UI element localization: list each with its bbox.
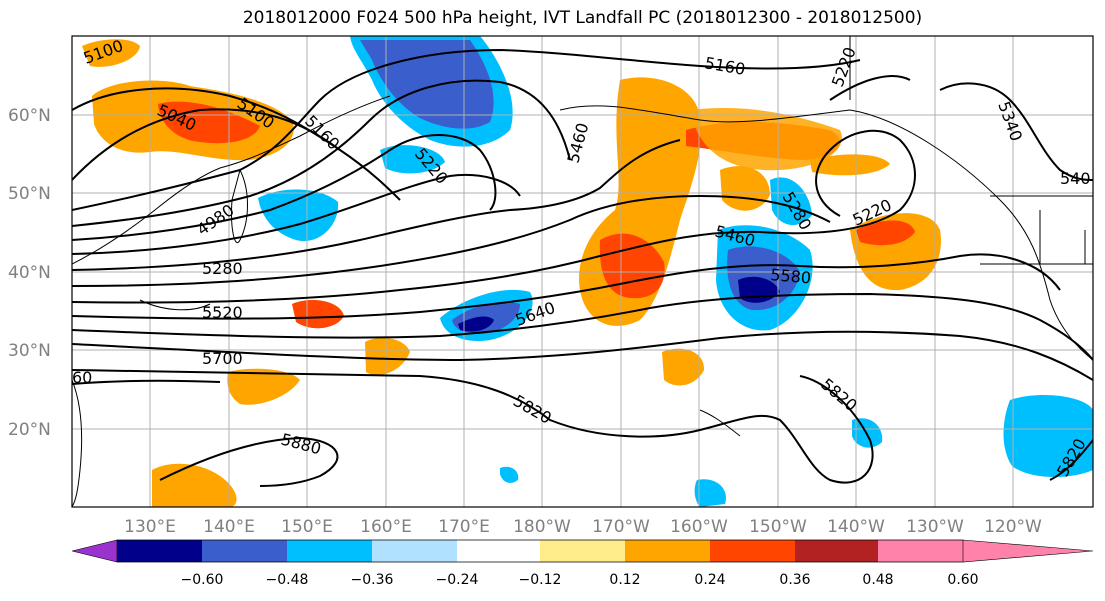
lat-label: 50°N bbox=[8, 184, 51, 204]
colorbar-tick-label: 0.48 bbox=[862, 572, 893, 588]
negative-anomaly-region bbox=[1003, 395, 1093, 478]
latitude-labels: 60°N 50°N 40°N 30°N 20°N bbox=[8, 106, 51, 440]
map-title: 2018012000 F024 500 hPa height, IVT Land… bbox=[242, 8, 923, 28]
colorbar-segment bbox=[287, 540, 372, 562]
lon-label: 130°W bbox=[906, 517, 964, 537]
negative-anomaly-region bbox=[458, 316, 494, 332]
colorbar-segment bbox=[117, 540, 202, 562]
longitude-labels: 130°E 140°E 150°E 160°E 170°E 180°W 170°… bbox=[124, 517, 1042, 537]
lon-label: 160°W bbox=[670, 517, 728, 537]
negative-anomaly-region bbox=[770, 177, 812, 226]
colorbar-tick-label: −0.60 bbox=[181, 572, 224, 588]
positive-anomaly-region bbox=[292, 300, 344, 329]
colorbar-segment bbox=[795, 540, 878, 562]
negative-anomaly-region bbox=[258, 189, 339, 242]
positive-anomaly-region bbox=[599, 233, 665, 299]
lon-label: 180°W bbox=[513, 517, 571, 537]
colorbar: −0.60 −0.48 −0.36 −0.24 −0.12 0.12 0.24 … bbox=[71, 539, 1094, 588]
colorbar-segment bbox=[372, 540, 457, 562]
colorbar-tick-label: −0.12 bbox=[519, 572, 562, 588]
colorbar-extend-high bbox=[962, 539, 1094, 563]
contour-label: 5580 bbox=[770, 265, 812, 287]
colorbar-segment bbox=[625, 540, 710, 562]
positive-anomaly-region bbox=[82, 39, 140, 67]
lon-label: 170°W bbox=[592, 517, 650, 537]
colorbar-segment bbox=[710, 540, 795, 562]
lat-label: 30°N bbox=[8, 341, 51, 361]
lon-label: 140°E bbox=[203, 517, 255, 537]
lat-label: 40°N bbox=[8, 263, 51, 283]
colorbar-segment bbox=[878, 540, 963, 562]
negative-anomaly-region bbox=[500, 466, 519, 483]
lon-label: 150°E bbox=[281, 517, 333, 537]
positive-anomaly-region bbox=[158, 101, 260, 144]
colorbar-tick-labels: −0.60 −0.48 −0.36 −0.24 −0.12 0.12 0.24 … bbox=[181, 572, 979, 588]
colorbar-segment bbox=[202, 540, 287, 562]
colorbar-tick-label: 0.60 bbox=[947, 572, 978, 588]
lon-label: 140°W bbox=[827, 517, 885, 537]
lon-label: 150°W bbox=[749, 517, 807, 537]
colorbar-tick-label: −0.48 bbox=[266, 572, 309, 588]
colorbar-segment bbox=[540, 540, 625, 562]
lat-label: 60°N bbox=[8, 106, 51, 126]
positive-anomaly-region bbox=[856, 220, 915, 246]
coastlines bbox=[72, 36, 1093, 507]
contour-label: 540 bbox=[1060, 169, 1091, 188]
positive-anomaly-region bbox=[365, 337, 410, 376]
lon-label: 160°E bbox=[360, 517, 412, 537]
contour-label: 5520 bbox=[202, 303, 243, 322]
lon-label: 120°W bbox=[984, 517, 1042, 537]
height-contours bbox=[72, 48, 1093, 487]
negative-anomaly-region bbox=[380, 145, 445, 174]
colorbar-tick-label: 0.12 bbox=[609, 572, 640, 588]
positive-anomaly-region bbox=[690, 108, 842, 171]
positive-anomaly-region bbox=[227, 368, 300, 405]
colorbar-tick-label: 0.36 bbox=[779, 572, 810, 588]
lon-label: 130°E bbox=[124, 517, 176, 537]
lon-label: 170°E bbox=[438, 517, 490, 537]
colorbar-extend-low bbox=[71, 539, 118, 563]
contour-label: 5700 bbox=[202, 349, 243, 368]
contour-label: 5280 bbox=[202, 259, 243, 278]
colorbar-segment bbox=[457, 540, 540, 562]
positive-anomaly-region bbox=[810, 154, 890, 176]
colorbar-tick-label: −0.24 bbox=[436, 572, 479, 588]
lat-label: 20°N bbox=[8, 420, 51, 440]
colorbar-tick-label: 0.24 bbox=[694, 572, 725, 588]
colorbar-tick-label: −0.36 bbox=[351, 572, 394, 588]
positive-anomaly-region bbox=[662, 348, 705, 386]
map-border bbox=[71, 35, 1094, 508]
negative-anomaly-region bbox=[694, 479, 726, 507]
contour-label: 60 bbox=[72, 368, 92, 387]
